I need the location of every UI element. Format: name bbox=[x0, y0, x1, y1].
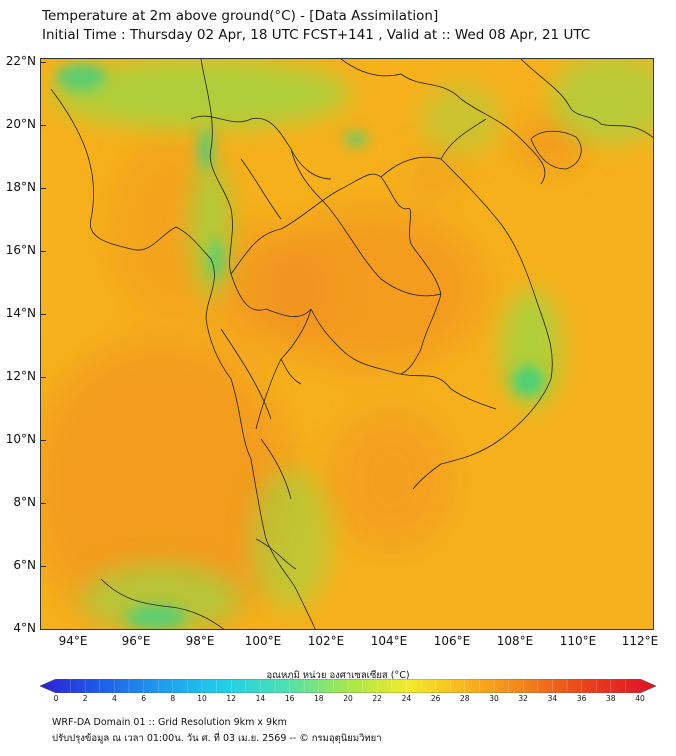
colorbar-tick-label: 4 bbox=[112, 694, 117, 703]
lon-label: 108°E bbox=[496, 634, 534, 648]
colorbar-tick-label: 36 bbox=[576, 694, 587, 703]
lon-label: 110°E bbox=[559, 634, 597, 648]
colorbar-tick-label: 16 bbox=[284, 694, 295, 703]
lon-label: 98°E bbox=[185, 634, 215, 648]
tick-lat-10 bbox=[41, 440, 46, 441]
colorbar-tick-label: 22 bbox=[372, 694, 382, 703]
footer-model-info: WRF-DA Domain 01 :: Grid Resolution 9km … bbox=[52, 717, 287, 728]
tick-lat-22 bbox=[41, 62, 46, 63]
country-borders bbox=[50, 59, 653, 629]
lat-label: 10°N bbox=[5, 432, 36, 446]
lat-label: 16°N bbox=[5, 243, 36, 257]
map-canvas bbox=[41, 59, 653, 629]
tick-lat-12 bbox=[41, 377, 46, 378]
chart-subtitle: Initial Time : Thursday 02 Apr, 18 UTC F… bbox=[42, 27, 591, 43]
colorbar-tick-label: 28 bbox=[460, 694, 470, 703]
colorbar-tick-label: 32 bbox=[518, 694, 528, 703]
colorbar-tick-label: 12 bbox=[226, 694, 236, 703]
tick-lat-18 bbox=[41, 188, 46, 189]
lat-label: 14°N bbox=[5, 306, 36, 320]
lat-label: 18°N bbox=[5, 180, 36, 194]
colorbar-tick-label: 14 bbox=[255, 694, 266, 703]
lon-label: 102°E bbox=[307, 634, 345, 648]
colorbar-tick-label: 40 bbox=[635, 694, 645, 703]
colorbar-tick-label: 0 bbox=[53, 694, 59, 703]
colorbar-tick-label: 38 bbox=[606, 694, 616, 703]
lat-label: 6°N bbox=[13, 558, 36, 572]
colorbar-tick-label: 6 bbox=[141, 694, 146, 703]
cool-field bbox=[51, 59, 653, 629]
green-spots bbox=[56, 63, 544, 629]
colorbar-tick-label: 34 bbox=[547, 694, 558, 703]
colorbar-tick-label: 30 bbox=[489, 694, 499, 703]
temperature-map[interactable] bbox=[40, 58, 654, 630]
lat-label: 8°N bbox=[13, 495, 36, 509]
colorbar bbox=[40, 679, 656, 693]
tick-lat-8 bbox=[41, 503, 46, 504]
colorbar-tick-label: 18 bbox=[314, 694, 324, 703]
lon-label: 100°E bbox=[244, 634, 282, 648]
colorbar-title: อุณหภูมิ หน่วย องศาเซลเซียส (°C) bbox=[266, 670, 410, 681]
tick-lat-14 bbox=[41, 314, 46, 315]
colorbar-tick-label: 10 bbox=[197, 694, 207, 703]
lon-label: 96°E bbox=[121, 634, 151, 648]
lat-label: 4°N bbox=[13, 621, 36, 635]
lon-label: 106°E bbox=[433, 634, 471, 648]
lon-label: 94°E bbox=[58, 634, 88, 648]
colorbar-tick-label: 24 bbox=[401, 694, 412, 703]
footer-update-info: ปรับปรุงข้อมูล ณ เวลา 01:00น. วัน ศ. ที่… bbox=[52, 733, 382, 744]
chart-title: Temperature at 2m above ground(°C) - [Da… bbox=[42, 8, 439, 24]
colorbar-tick-label: 2 bbox=[82, 694, 88, 703]
colorbar-tick-label: 8 bbox=[170, 694, 176, 703]
tick-lat-20 bbox=[41, 125, 46, 126]
lat-label: 22°N bbox=[5, 54, 36, 68]
lon-label: 112°E bbox=[621, 634, 659, 648]
tick-lat-6 bbox=[41, 566, 46, 567]
colorbar-tick-label: 26 bbox=[430, 694, 441, 703]
colorbar-tick-label: 20 bbox=[343, 694, 353, 703]
tick-lat-16 bbox=[41, 251, 46, 252]
lat-label: 12°N bbox=[5, 369, 36, 383]
lat-label: 20°N bbox=[5, 117, 36, 131]
lon-label: 104°E bbox=[370, 634, 408, 648]
